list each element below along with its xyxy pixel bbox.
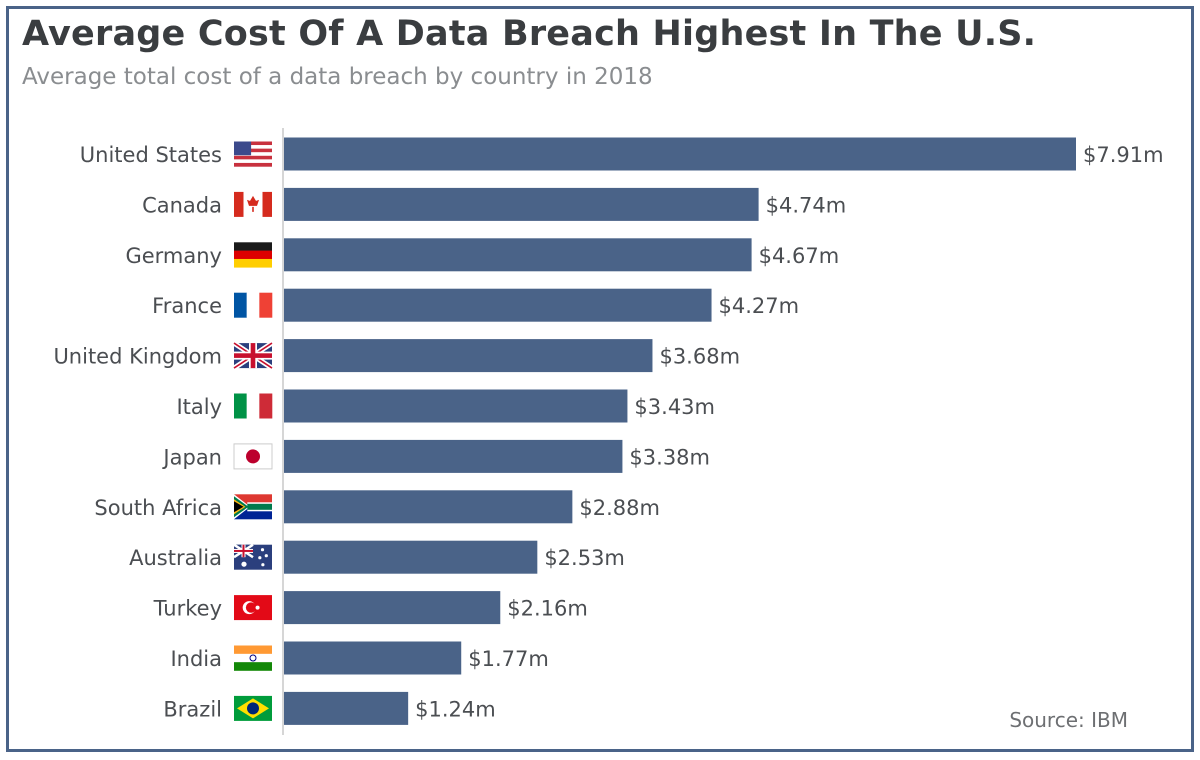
bar-germany: [284, 238, 752, 272]
france-flag-icon: [234, 292, 273, 318]
uk-flag-icon: [232, 341, 274, 371]
us-flag-icon: [234, 141, 272, 167]
category-label-brazil: Brazil: [163, 697, 222, 721]
bar-united-states: [284, 137, 1076, 171]
category-label-turkey: Turkey: [153, 597, 222, 621]
bar-brazil: [284, 691, 409, 725]
value-label-south-africa: $2.88m: [579, 496, 660, 520]
value-label-turkey: $2.16m: [507, 597, 588, 621]
value-label-italy: $3.43m: [634, 395, 715, 419]
category-label-germany: Germany: [125, 244, 222, 268]
value-label-australia: $2.53m: [544, 546, 625, 570]
bar-australia: [284, 540, 538, 574]
value-label-united-kingdom: $3.68m: [659, 345, 740, 369]
value-label-germany: $4.67m: [759, 244, 840, 268]
category-label-japan: Japan: [161, 445, 222, 469]
germany-flag-icon: [234, 242, 272, 268]
bar-canada: [284, 187, 759, 221]
category-label-italy: Italy: [176, 395, 222, 419]
india-flag-icon: [234, 645, 272, 671]
category-label-south-africa: South Africa: [94, 496, 222, 520]
source-note: Source: IBM: [1009, 708, 1128, 732]
italy-flag-icon: [234, 393, 273, 419]
category-label-france: France: [152, 294, 222, 318]
value-label-india: $1.77m: [468, 647, 549, 671]
value-label-brazil: $1.24m: [415, 697, 496, 721]
bar-united-kingdom: [284, 339, 653, 373]
category-label-australia: Australia: [129, 546, 222, 570]
chart-subtitle: Average total cost of a data breach by c…: [22, 64, 653, 90]
australia-flag-icon: [233, 543, 272, 570]
value-label-canada: $4.74m: [766, 193, 847, 217]
category-label-canada: Canada: [142, 193, 222, 217]
bar-south-africa: [284, 490, 573, 524]
canada-flag-icon: [234, 191, 272, 217]
brazil-flag-icon: [234, 695, 272, 721]
value-label-united-states: $7.91m: [1083, 143, 1164, 167]
south-africa-flag-icon: [234, 494, 272, 520]
bar-japan: [284, 439, 623, 473]
value-label-france: $4.27m: [719, 294, 800, 318]
value-label-japan: $3.38m: [629, 445, 710, 469]
japan-flag-icon: [233, 443, 273, 470]
bar-turkey: [284, 591, 501, 625]
category-label-united-kingdom: United Kingdom: [53, 345, 222, 369]
category-label-united-states: United States: [80, 143, 222, 167]
chart-title: Average Cost Of A Data Breach Highest In…: [22, 14, 1037, 54]
bar-italy: [284, 389, 628, 423]
bar-india: [284, 641, 462, 675]
chart-frame: [6, 6, 1194, 752]
category-label-india: India: [170, 647, 222, 671]
bar-france: [284, 288, 712, 322]
turkey-flag-icon: [234, 595, 272, 621]
